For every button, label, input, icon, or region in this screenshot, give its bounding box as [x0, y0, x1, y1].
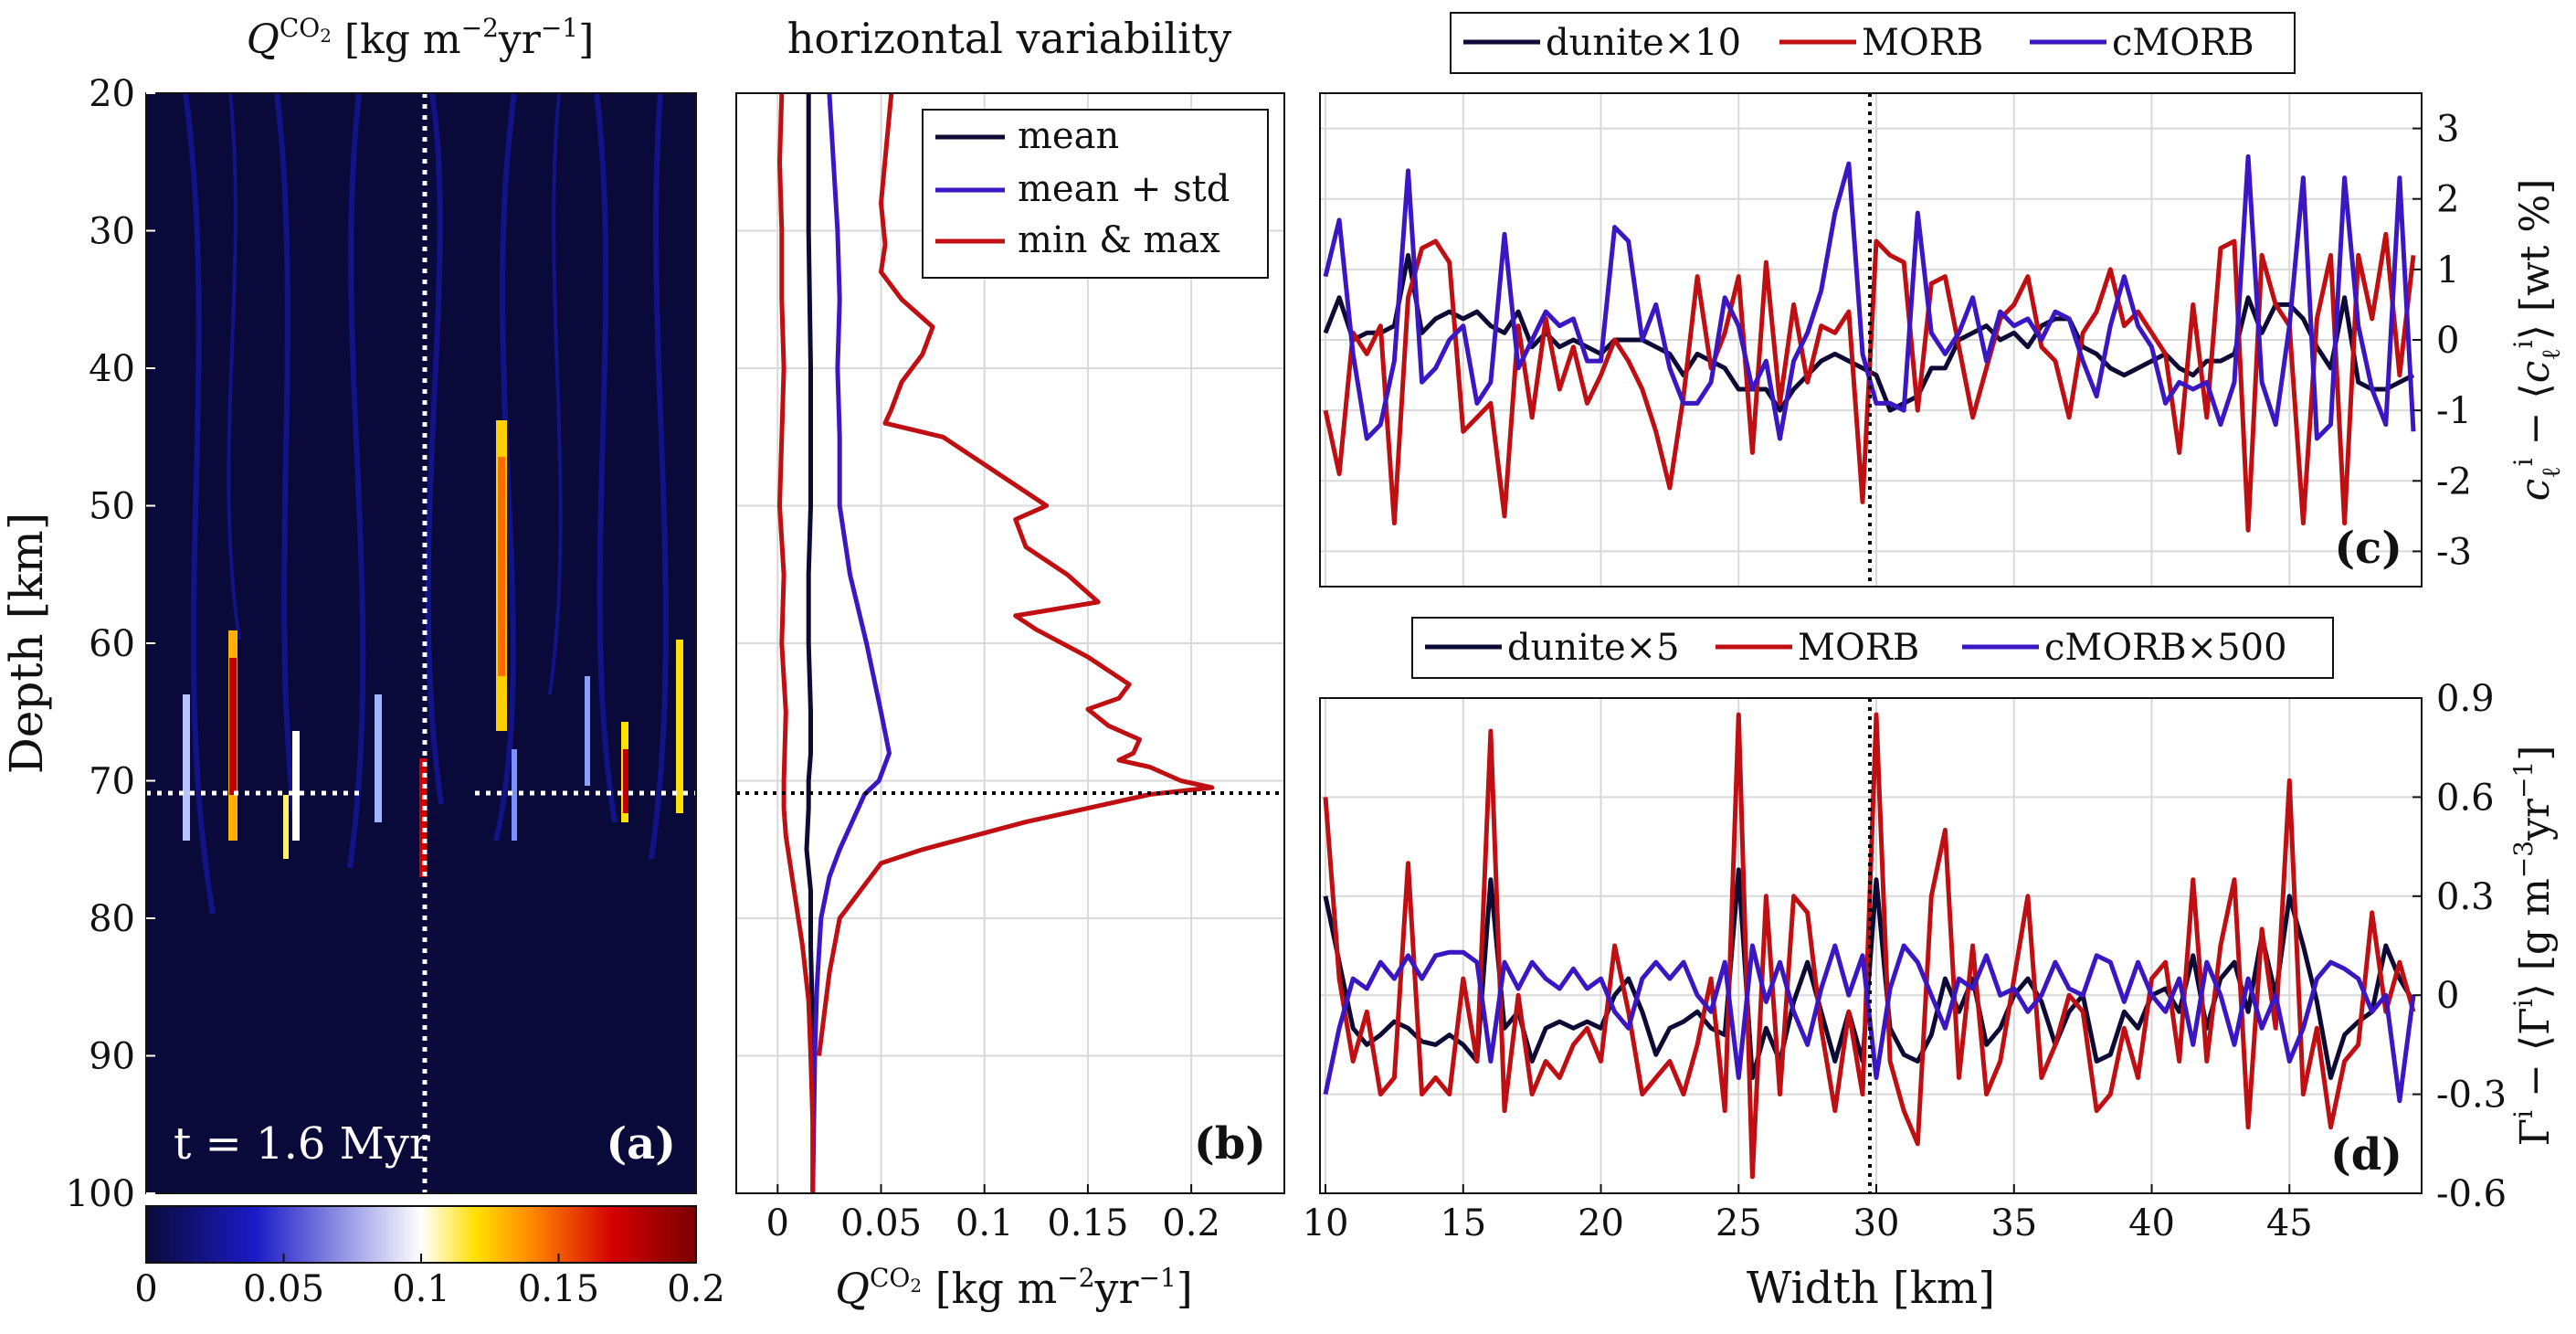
a-tick-label: 40: [89, 348, 135, 390]
y-tick-label: 0: [2436, 320, 2459, 362]
panel-a-label: (a): [606, 1118, 676, 1170]
panel-d-y-ticks: 0.9 0.6 0.3 0 -0.3 -0.6: [2412, 678, 2507, 1215]
panel-b-xlabel: QCO2 [kg m−2yr−1]: [835, 1263, 1192, 1313]
colorbar-tick-label: 0.2: [667, 1268, 725, 1310]
b-tick-label: 0.05: [840, 1202, 922, 1244]
panel-c-legend: dunite×10 MORB cMORB: [1450, 12, 2296, 74]
series-mean: [804, 93, 816, 1193]
colorbar-gradient: [145, 1205, 697, 1264]
y-tick-label: -2: [2436, 461, 2472, 503]
x-tick-label: 20: [1578, 1202, 1624, 1244]
b-tick-label: 0.15: [1047, 1202, 1128, 1244]
a-tick-label: 70: [89, 761, 135, 803]
panel-d-legend: dunite×5 MORB cMORB×500: [1411, 617, 2334, 679]
colorbar-ticks: 0 0.05 0.1 0.15 0.2: [134, 1254, 725, 1310]
panel-d-xlabel: Width [km]: [1747, 1263, 1995, 1314]
panel-a-ylabel: Depth [km]: [0, 513, 53, 775]
a-tick-label: 50: [89, 486, 135, 528]
panel-c-y-ticks: 3 2 1 0 -1 -2 -3: [2412, 109, 2472, 573]
panel-b-frame: [735, 92, 1285, 1194]
series-dunite-5: [1323, 867, 2416, 1080]
legend-morb-d: MORB: [1798, 627, 1919, 669]
a-tick-label: 100: [66, 1173, 135, 1215]
y-tick-label: 0: [2436, 975, 2459, 1017]
legend-min-max: min & max: [1018, 219, 1220, 261]
x-tick-label: 10: [1303, 1202, 1349, 1244]
panel-b-legend: mean mean + std min & max: [922, 109, 1269, 279]
panel-d-label: (d): [2330, 1129, 2402, 1180]
panel-b-lines: [777, 92, 1215, 1194]
legend-cmorb-c: cMORB: [2112, 22, 2254, 64]
panel-c-label: (c): [2334, 523, 2402, 574]
y-tick-label: -0.3: [2436, 1075, 2507, 1117]
y-tick-label: 0.3: [2436, 876, 2495, 918]
panel-c-grid: [1320, 93, 2422, 587]
x-tick-label: 35: [1990, 1202, 2037, 1244]
series-max: [817, 92, 1215, 1056]
panel-d-lines: [1323, 712, 2416, 1180]
series-mean-std: [810, 92, 892, 1194]
heatmap-hotspots: [183, 420, 683, 877]
panel-a: QCO2 [kg m−2yr−1]: [0, 13, 725, 1310]
legend-dunite-10: dunite×10: [1546, 22, 1741, 64]
a-tick-label: 90: [89, 1036, 135, 1078]
y-tick-label: 0.9: [2436, 678, 2495, 720]
series-cmorb-500: [1323, 943, 2416, 1104]
panel-d-x-ticks: 10 15 20 25 30 35 40 45: [1303, 1184, 2313, 1244]
colorbar-tick-label: 0: [134, 1268, 157, 1310]
b-tick-label: 0: [766, 1202, 789, 1244]
a-tick-label: 80: [89, 898, 135, 940]
y-tick-label: -0.6: [2436, 1173, 2507, 1215]
legend-mean-std: mean + std: [1018, 168, 1230, 210]
y-tick-label: 1: [2436, 249, 2459, 291]
y-tick-label: 0.6: [2436, 777, 2495, 819]
heatmap: [145, 92, 697, 1194]
time-annotation: t = 1.6 Myr: [174, 1118, 430, 1170]
y-tick-label: -3: [2436, 531, 2472, 573]
series-min: [777, 92, 816, 1193]
panel-c-ylabel: cℓi − ⟨cℓi⟩ [wt %]: [2508, 179, 2566, 502]
colorbar-tick-label: 0.15: [518, 1268, 599, 1310]
panel-d: 0.9 0.6 0.3 0 -0.3 -0.6 10 15 20 25 30 35 40 45 Widt…: [1303, 617, 2559, 1314]
x-tick-label: 30: [1853, 1202, 1900, 1244]
a-tick-label: 30: [89, 211, 135, 253]
x-tick-label: 40: [2128, 1202, 2175, 1244]
b-tick-label: 0.2: [1162, 1202, 1220, 1244]
a-tick-label: 60: [89, 623, 135, 665]
y-tick-label: 2: [2436, 179, 2459, 221]
y-tick-label: 3: [2436, 109, 2459, 151]
colorbar-tick-label: 0.1: [392, 1268, 450, 1310]
panel-a-y-ticks: 20 30 40 50 60 70 80 90 100: [66, 73, 155, 1215]
a-tick-label: 20: [89, 73, 135, 115]
panel-d-frame: [1319, 697, 2423, 1194]
panel-a-title: QCO2 [kg m−2yr−1]: [247, 13, 595, 63]
y-tick-label: -1: [2436, 390, 2472, 432]
colorbar-tick-label: 0.05: [243, 1268, 324, 1310]
x-tick-label: 25: [1716, 1202, 1762, 1244]
panel-b-label: (b): [1194, 1118, 1266, 1170]
legend-dunite-5: dunite×5: [1507, 627, 1680, 669]
colorbar: 0 0.05 0.1 0.15 0.2: [134, 1205, 725, 1310]
panel-b: horizontal variability 0 0.05 0.1 0.15 0.2 Q…: [735, 14, 1285, 1313]
panel-b-x-ticks: 0 0.05 0.1 0.15 0.2: [766, 1184, 1220, 1244]
x-tick-label: 45: [2266, 1202, 2313, 1244]
series-morb: [1323, 712, 2416, 1180]
legend-mean: mean: [1018, 115, 1119, 157]
legend-morb-c: MORB: [1862, 22, 1983, 64]
legend-cmorb-500: cMORB×500: [2044, 627, 2287, 669]
x-tick-label: 15: [1440, 1202, 1486, 1244]
b-tick-label: 0.1: [955, 1202, 1014, 1244]
panel-b-title: horizontal variability: [787, 14, 1231, 63]
panel-d-ylabel: Γi − ⟨Γi⟩ [g m−3yr−1]: [2508, 746, 2559, 1147]
panel-c: 3 2 1 0 -1 -2 -3 cℓi − ⟨cℓi⟩ [wt %] dunite×10 …: [1319, 12, 2566, 588]
